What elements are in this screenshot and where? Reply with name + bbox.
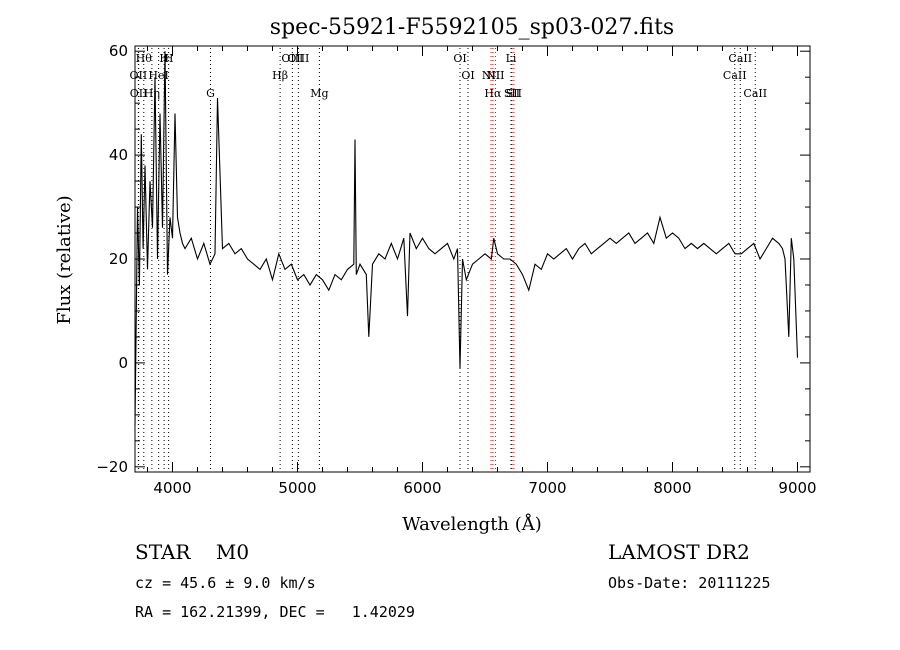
line-markers bbox=[137, 48, 756, 470]
line-label: CaII bbox=[723, 69, 747, 82]
x-tick-label: 7000 bbox=[528, 479, 566, 497]
survey-name: LAMOST DR2 bbox=[608, 540, 750, 564]
x-axis-label: Wavelength (Å) bbox=[402, 513, 542, 535]
line-label: CaII bbox=[743, 87, 767, 100]
line-label: OII bbox=[130, 87, 148, 100]
redshift-text: cz = 45.6 ± 9.0 km/s bbox=[135, 574, 316, 592]
obs-date-text: Obs-Date: 20111225 bbox=[608, 574, 771, 592]
line-label: Li bbox=[506, 52, 517, 65]
y-tick-label: 0 bbox=[118, 354, 128, 372]
chart-title: spec-55921-F5592105_sp03-027.fits bbox=[270, 15, 674, 40]
y-tick-label: −20 bbox=[96, 458, 128, 476]
x-tick-label: 4000 bbox=[153, 479, 191, 497]
line-label: NII bbox=[486, 69, 504, 82]
spectrum-line bbox=[134, 51, 799, 426]
line-label: OIII bbox=[287, 52, 309, 65]
axis-ticks: 4000 5000 6000 7000 8000 9000 −20 0 20 40 60 bbox=[96, 42, 816, 497]
y-tick-label: 60 bbox=[109, 42, 128, 60]
line-label: HeI bbox=[148, 69, 168, 82]
line-label: H bbox=[164, 52, 174, 65]
line-label: NII bbox=[482, 69, 500, 82]
spectral-class: STAR M0 bbox=[135, 540, 250, 564]
line-label: Mg bbox=[310, 87, 328, 100]
line-label: Hθ bbox=[136, 52, 153, 65]
line-label: SII bbox=[504, 87, 520, 100]
line-label: SII bbox=[506, 87, 522, 100]
x-tick-label: 6000 bbox=[403, 479, 441, 497]
line-label: H bbox=[159, 52, 169, 65]
y-axis-label: Flux (relative) bbox=[54, 195, 75, 324]
y-tick-label: 40 bbox=[109, 146, 128, 164]
line-label: Hα bbox=[484, 87, 502, 100]
x-tick-label: 9000 bbox=[778, 479, 816, 497]
line-label: OI bbox=[453, 52, 466, 65]
line-label: OI bbox=[461, 69, 474, 82]
x-tick-label: 8000 bbox=[653, 479, 691, 497]
coordinates-text: RA = 162.21399, DEC = 1.42029 bbox=[135, 603, 415, 621]
line-label: Hη bbox=[144, 87, 160, 100]
line-label: G bbox=[206, 87, 215, 100]
plot-frame bbox=[134, 45, 811, 473]
line-label: Hβ bbox=[272, 69, 288, 82]
x-tick-label: 5000 bbox=[278, 479, 316, 497]
y-tick-label: 20 bbox=[109, 250, 128, 268]
line-label: OII bbox=[130, 69, 148, 82]
line-label: CaII bbox=[728, 52, 752, 65]
